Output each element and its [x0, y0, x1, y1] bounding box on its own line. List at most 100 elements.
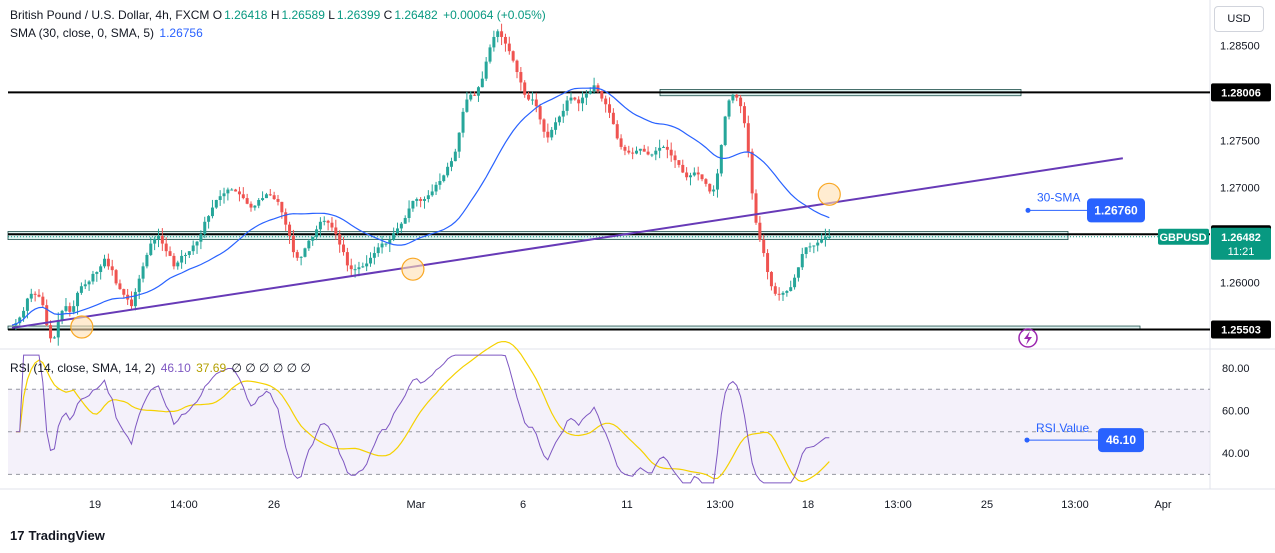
- support-resistance-zone: [7, 231, 1069, 241]
- candle-body: [411, 200, 415, 209]
- candle-body: [569, 97, 573, 101]
- candle-body: [419, 199, 423, 201]
- candle-body: [241, 194, 245, 199]
- candle-body: [619, 138, 623, 147]
- candle-body: [133, 291, 137, 307]
- change-value: +0.00064 (+0.05%): [443, 8, 546, 22]
- candle-body: [141, 266, 145, 279]
- candle-body: [588, 90, 592, 94]
- candle-body: [820, 239, 824, 243]
- price-tick-label: 1.26000: [1220, 277, 1260, 289]
- rsi-ma-value: 37.69: [196, 361, 227, 375]
- rsi-extra: ∅ ∅ ∅ ∅ ∅ ∅: [231, 361, 311, 375]
- time-tick-label: 25: [981, 499, 993, 511]
- candle-body: [372, 253, 376, 258]
- brand-name: TradingView: [28, 528, 105, 543]
- candle-body: [742, 106, 746, 124]
- candle-body: [338, 234, 342, 245]
- candle-body: [195, 241, 199, 246]
- time-tick-label: 19: [89, 499, 101, 511]
- candle-body: [635, 150, 639, 154]
- candle-body: [480, 78, 484, 88]
- candle-body: [22, 310, 26, 318]
- candle-body: [673, 155, 677, 161]
- candle-body: [392, 233, 396, 240]
- candle-body: [658, 147, 662, 151]
- candle-body: [295, 252, 299, 258]
- candle-body: [403, 217, 407, 224]
- candle-body: [584, 93, 588, 98]
- candles-group: [14, 23, 831, 346]
- level-price-tag: [1211, 83, 1271, 102]
- candle-body: [288, 224, 292, 237]
- candle-body: [280, 201, 284, 213]
- candle-body: [754, 193, 758, 223]
- candle-body: [793, 277, 797, 288]
- candle-body: [168, 251, 172, 256]
- candle-body: [353, 269, 357, 271]
- candle-body: [191, 245, 195, 252]
- candle-body: [322, 220, 326, 222]
- candle-body: [245, 198, 249, 204]
- candle-body: [79, 286, 83, 293]
- candle-body: [661, 146, 665, 148]
- candle-body: [611, 112, 615, 125]
- candle-body: [118, 283, 122, 290]
- candle-body: [789, 287, 793, 291]
- candle-body: [87, 281, 91, 285]
- candle-body: [712, 189, 716, 192]
- candle-body: [461, 111, 465, 133]
- price-tick-label: 1.28500: [1220, 40, 1260, 52]
- sma-30-line: [11, 87, 830, 326]
- time-tick-label: 13:00: [706, 499, 734, 511]
- flash-icon: [1018, 328, 1038, 348]
- rsi-callout-value: 46.10: [1106, 433, 1136, 447]
- candle-body: [723, 116, 727, 146]
- candle-body: [361, 266, 365, 268]
- candle-body: [750, 151, 754, 194]
- candle-body: [83, 284, 87, 287]
- high-label: H: [270, 8, 280, 22]
- candle-body: [492, 36, 496, 48]
- candle-body: [430, 191, 434, 196]
- candle-body: [623, 146, 627, 151]
- candle-body: [727, 100, 731, 117]
- candle-body: [218, 196, 222, 200]
- candle-body: [415, 199, 419, 201]
- candle-body: [68, 306, 72, 312]
- rsi-legend: RSI (14, close, SMA, 14, 2) 46.10 37.69 …: [10, 361, 311, 375]
- candle-body: [488, 47, 492, 62]
- time-tick-label: 18: [802, 499, 814, 511]
- tradingview-logo: 17 TradingView: [10, 528, 105, 543]
- candle-body: [631, 152, 635, 154]
- candle-body: [345, 252, 349, 266]
- candle-body: [523, 82, 527, 95]
- candle-body: [183, 254, 187, 256]
- low-label: L: [328, 8, 335, 22]
- candle-body: [600, 90, 604, 99]
- candle-body: [422, 199, 426, 201]
- candle-body: [769, 272, 773, 287]
- candle-body: [739, 97, 743, 107]
- candle-body: [530, 99, 534, 101]
- candle-body: [638, 148, 642, 151]
- level-price-label: 1.25503: [1221, 325, 1261, 337]
- sma-callout-text: 30-SMA: [1037, 190, 1080, 204]
- rsi-tick-label: 60.00: [1222, 405, 1250, 417]
- candle-body: [434, 184, 438, 192]
- candle-body: [554, 122, 558, 130]
- currency-button[interactable]: USD: [1214, 6, 1264, 32]
- candle-body: [49, 325, 53, 339]
- candle-body: [237, 191, 241, 195]
- close-label: C: [383, 8, 393, 22]
- candle-body: [130, 299, 134, 307]
- candle-body: [538, 106, 542, 120]
- candle-body: [257, 199, 261, 206]
- candle-body: [106, 258, 110, 267]
- candle-body: [507, 43, 511, 52]
- candle-body: [615, 124, 619, 139]
- candle-body: [52, 337, 56, 339]
- candle-body: [453, 151, 457, 162]
